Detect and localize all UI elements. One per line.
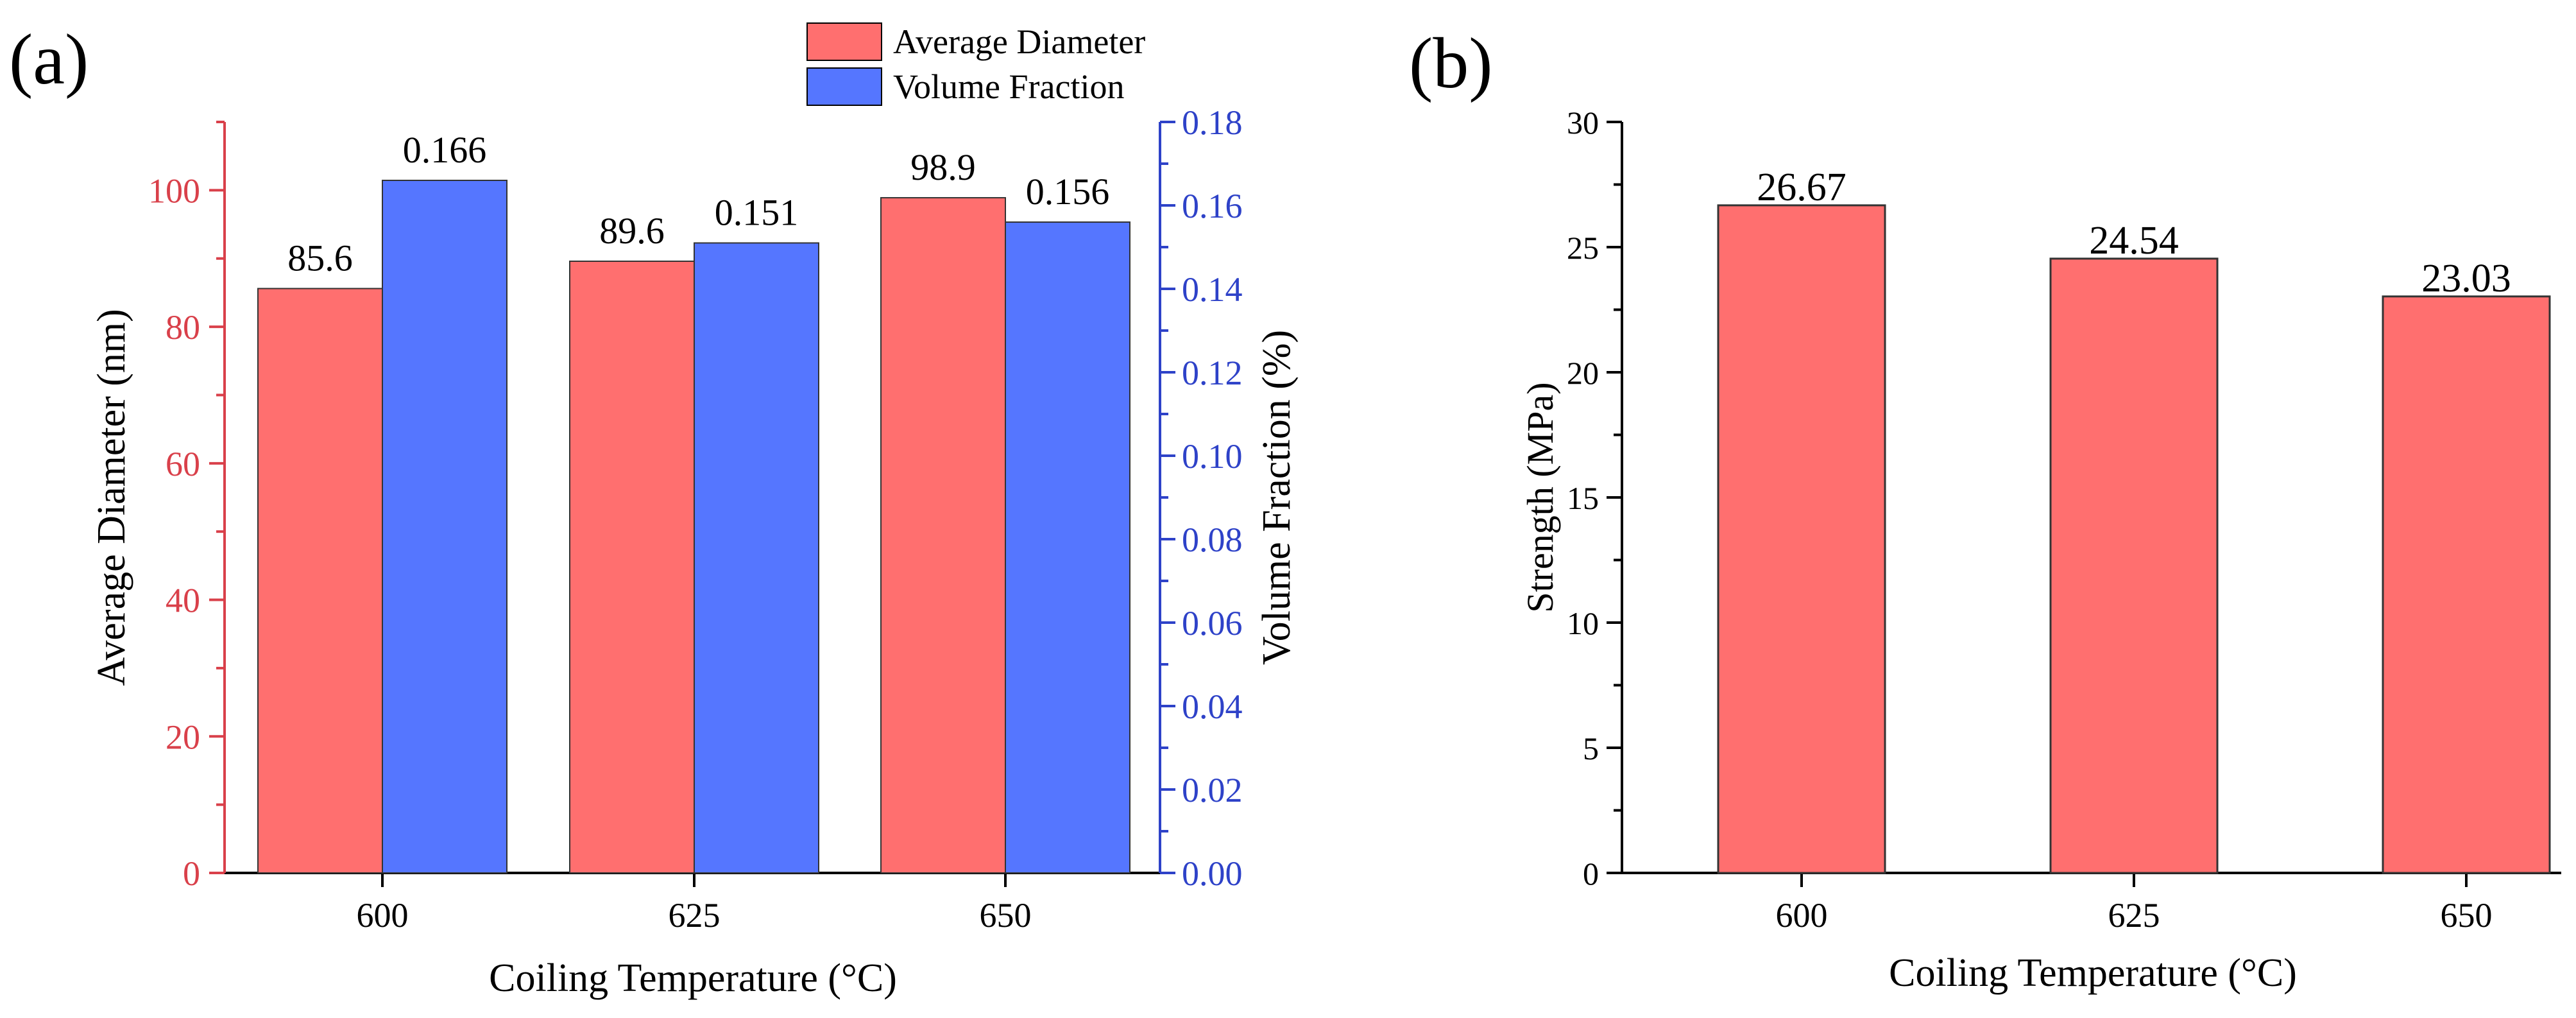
right-axis-tick-label-0-08: 0.08	[1182, 521, 1243, 559]
panel-b-value-labels: 26.67 24.54 23.03	[1757, 166, 2511, 300]
panel-b-y-tick-label-0: 0	[1583, 856, 1599, 892]
left-axis-tick-label-100: 100	[148, 171, 200, 210]
panel-b-y-tick-label-20: 20	[1567, 355, 1599, 391]
panel-a-right-axis-title: Volume Fraction (%)	[1255, 330, 1299, 665]
bar-volume-fraction-600	[382, 180, 508, 874]
legend-label-volume-fraction: Volume Fraction	[893, 67, 1124, 106]
panel-b-x-tick-label-600: 600	[1776, 896, 1828, 935]
panel-a-x-axis-title: Coiling Temperature (°C)	[489, 956, 897, 1000]
panel-b-x-axis-title: Coiling Temperature (°C)	[1889, 951, 2297, 995]
panel-b-bars	[1717, 204, 2551, 874]
bar-average-diameter-650	[880, 197, 1006, 874]
left-axis-tick-label-60: 60	[166, 445, 200, 483]
panel-b: (b) 0 5 10 15 20 25 30 26.67 24.54 23.03 600 625…	[1409, 24, 2561, 995]
panel-a-legend: Average Diameter Volume Fraction	[806, 22, 1145, 106]
right-axis-tick-label-0-14: 0.14	[1182, 270, 1243, 309]
panel-b-x-tick-label-625: 625	[2108, 896, 2160, 935]
panel-a: (a) 0 20 40 60 80 100 0.00 0.02 0.04 0.06 0.08 0.10…	[9, 20, 1299, 1000]
panel-b-y-axis-title: Strength (MPa)	[1519, 382, 1561, 612]
panel-a-ticks: 0 20 40 60 80 100 0.00 0.02 0.04 0.06 0.08 0.10 0.12…	[148, 103, 1243, 893]
value-label-average-diameter-650: 98.9	[910, 146, 976, 188]
value-label-average-diameter-600: 85.6	[287, 237, 353, 279]
left-axis-tick-label-80: 80	[166, 308, 200, 347]
panel-b-x-tick-label-650: 650	[2441, 896, 2493, 935]
left-axis-tick-label-40: 40	[166, 582, 200, 620]
bar-strength-600	[1717, 204, 1886, 874]
panel-b-y-tick-label-25: 25	[1567, 230, 1599, 266]
panel-a-value-labels: 85.6 0.166 89.6 0.151 98.9 0.156	[287, 129, 1109, 279]
value-label-strength-625: 24.54	[2089, 219, 2179, 263]
panel-a-x-tick-label-625: 625	[669, 896, 721, 935]
right-axis-tick-label-0-02: 0.02	[1182, 771, 1243, 809]
panel-a-x-tick-label-600: 600	[357, 896, 409, 935]
bar-strength-650	[2382, 295, 2551, 874]
legend-swatch-volume-fraction	[806, 67, 882, 106]
panel-a-x-tick-label-650: 650	[980, 896, 1032, 935]
bar-average-diameter-625	[569, 260, 695, 874]
value-label-volume-fraction-625: 0.151	[715, 192, 799, 234]
right-axis-tick-label-0-00: 0.00	[1182, 854, 1243, 893]
panel-b-y-tick-label-30: 30	[1567, 105, 1599, 141]
panel-b-y-tick-label-10: 10	[1567, 605, 1599, 641]
bar-average-diameter-600	[257, 288, 383, 874]
value-label-volume-fraction-600: 0.166	[403, 129, 487, 171]
right-axis-tick-label-0-18: 0.18	[1182, 103, 1243, 142]
panel-b-y-tick-label-5: 5	[1583, 730, 1599, 766]
panel-a-left-axis-title: Average Diameter (nm)	[90, 309, 133, 686]
legend-label-average-diameter: Average Diameter	[893, 22, 1145, 61]
value-label-volume-fraction-650: 0.156	[1026, 171, 1110, 212]
panel-a-label: (a)	[9, 20, 89, 99]
bar-volume-fraction-625	[694, 242, 819, 874]
legend-swatch-average-diameter	[806, 22, 882, 61]
left-axis-tick-label-0: 0	[183, 854, 200, 893]
value-label-average-diameter-625: 89.6	[599, 210, 665, 252]
bar-strength-625	[2049, 257, 2219, 874]
value-label-strength-600: 26.67	[1757, 166, 1847, 209]
bar-volume-fraction-650	[1005, 221, 1130, 874]
right-axis-tick-label-0-04: 0.04	[1182, 687, 1243, 726]
right-axis-tick-label-0-06: 0.06	[1182, 604, 1243, 643]
panel-a-bars	[257, 180, 1130, 874]
right-axis-tick-label-0-16: 0.16	[1182, 187, 1243, 225]
panel-b-label: (b)	[1409, 24, 1493, 103]
panel-b-y-tick-label-15: 15	[1567, 480, 1599, 516]
value-label-strength-650: 23.03	[2421, 257, 2511, 300]
panel-b-ticks: 0 5 10 15 20 25 30	[1567, 105, 2468, 892]
right-axis-tick-label-0-12: 0.12	[1182, 354, 1243, 392]
right-axis-tick-label-0-10: 0.10	[1182, 437, 1243, 476]
left-axis-tick-label-20: 20	[166, 718, 200, 756]
